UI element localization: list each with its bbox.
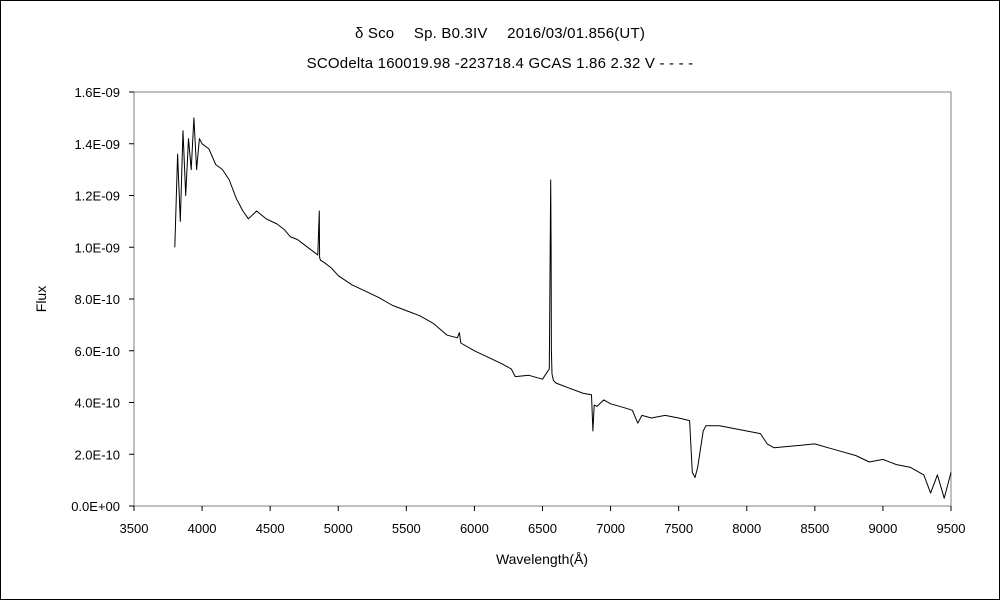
chart-title: δ Sco Sp. B0.3IV 2016/03/01.856(UT) [354,25,646,42]
y-tick-label: 6.0E-10 [74,344,120,359]
y-tick-label: 4.0E-10 [74,396,120,411]
x-axis-label: Wavelength(Å) [496,551,588,567]
x-tick-label: 9500 [937,521,966,536]
series-line-0 [174,117,952,499]
y-tick-label: 1.0E-09 [74,240,120,255]
y-tick-label: 1.6E-09 [74,85,120,100]
x-tick-label: 7500 [664,521,693,536]
y-tick-label: 2.0E-10 [74,447,120,462]
y-axis-ticks: 0.0E+00 2.0E-10 4.0E-10 6.0E-10 8.0E-10 1.0E-… [71,85,134,514]
x-tick-label: 5000 [324,521,353,536]
x-tick-label: 8000 [732,521,761,536]
y-tick-label: 0.0E+00 [71,499,120,514]
y-axis-label: Flux [33,286,49,312]
x-tick-label: 8500 [800,521,829,536]
x-axis-ticks: 3500 4000 4500 5000 5500 6000 6500 7000 7500 8000… [120,506,966,536]
plot-area [133,91,952,507]
y-tick-label: 1.4E-09 [74,137,120,152]
x-tick-label: 6500 [528,521,557,536]
y-tick-label: 1.2E-09 [74,189,120,204]
chart-subtitle: SCOdelta 160019.98 -223718.4 GCAS 1.86 2… [306,55,694,72]
series-layer [174,117,952,499]
x-tick-label: 7000 [596,521,625,536]
y-tick-label: 8.0E-10 [74,292,120,307]
x-tick-label: 9000 [868,521,897,536]
x-tick-label: 3500 [120,521,149,536]
x-tick-label: 5500 [392,521,421,536]
x-tick-label: 4500 [256,521,285,536]
x-tick-label: 6000 [460,521,489,536]
x-tick-label: 4000 [188,521,217,536]
